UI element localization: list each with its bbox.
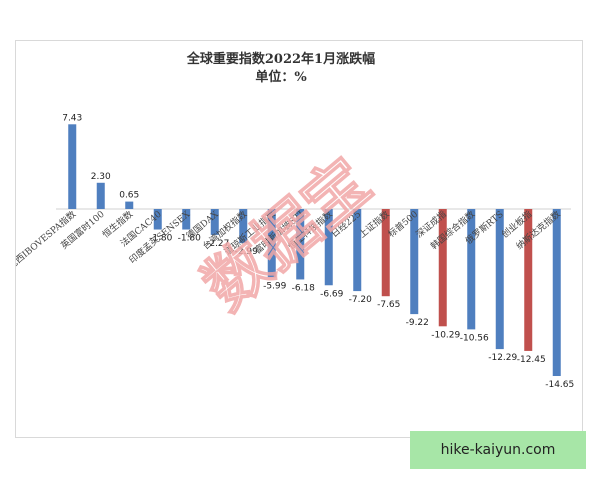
value-label-4: -1.80 bbox=[149, 234, 173, 244]
bar-1 bbox=[68, 124, 77, 209]
value-label-18: -14.65 bbox=[545, 380, 574, 390]
bar-16 bbox=[495, 209, 504, 350]
chart-title: 全球重要指数2022年1月涨跌幅 bbox=[186, 51, 375, 67]
value-label-6: -2.27 bbox=[206, 239, 229, 249]
value-label-11: -7.20 bbox=[349, 295, 373, 305]
bar-2 bbox=[96, 182, 105, 209]
value-label-5: -1.80 bbox=[178, 234, 202, 244]
bar-5 bbox=[182, 209, 191, 230]
value-label-10: -6.69 bbox=[320, 289, 344, 299]
bar-6 bbox=[210, 209, 219, 235]
value-label-17: -12.45 bbox=[517, 355, 546, 365]
value-label-8: -5.99 bbox=[263, 281, 287, 291]
value-label-12: -7.65 bbox=[377, 300, 400, 310]
value-label-1: 7.43 bbox=[62, 113, 82, 123]
value-label-14: -10.29 bbox=[431, 330, 460, 340]
bar-12 bbox=[381, 209, 390, 297]
value-label-16: -12.29 bbox=[488, 353, 517, 363]
bars-group bbox=[68, 124, 561, 377]
value-label-7: -2.99 bbox=[235, 247, 259, 257]
value-labels-group: 7.43 2.30 0.65 -1.80 -1.80 -2.27 -2.99 -5.99 -6.… bbox=[62, 113, 574, 390]
bar-3 bbox=[125, 201, 134, 209]
value-label-15: -10.56 bbox=[460, 333, 489, 343]
chart-frame: 全球重要指数2022年1月涨跌幅 单位：% 7.43 2.30 0.65 -1.80-… bbox=[15, 40, 583, 438]
bar-9 bbox=[296, 209, 305, 280]
chart-subtitle: 单位：% bbox=[255, 69, 307, 85]
bar-18 bbox=[552, 209, 561, 377]
bar-chart: 全球重要指数2022年1月涨跌幅 单位：% 7.432.300.65-1.80-… bbox=[16, 51, 574, 390]
value-label-3: 0.65 bbox=[119, 191, 139, 201]
bar-13 bbox=[410, 209, 419, 315]
value-label-9: -6.18 bbox=[292, 283, 316, 293]
bar-4 bbox=[153, 209, 162, 230]
bar-10 bbox=[324, 209, 333, 286]
value-label-2: 2.30 bbox=[91, 172, 111, 182]
bar-15 bbox=[467, 209, 476, 330]
value-label-13: -9.22 bbox=[406, 318, 429, 328]
bar-14 bbox=[438, 209, 447, 327]
bar-7 bbox=[239, 209, 248, 244]
bar-8 bbox=[267, 209, 276, 278]
bar-17 bbox=[524, 209, 533, 351]
site-badge: hike-kaiyun.com bbox=[410, 431, 586, 469]
bar-11 bbox=[353, 209, 362, 292]
